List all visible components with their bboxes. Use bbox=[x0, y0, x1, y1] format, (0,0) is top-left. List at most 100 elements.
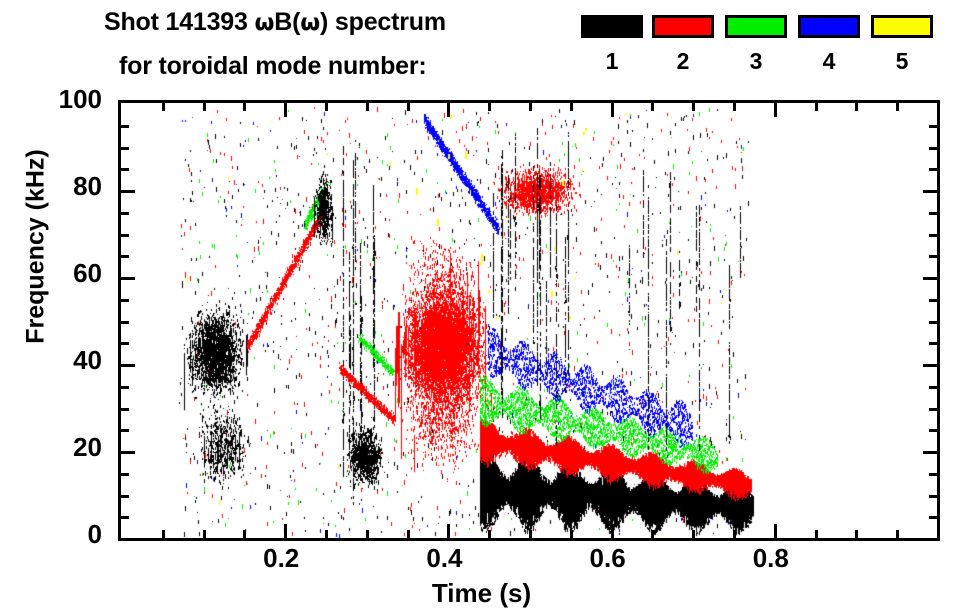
y-tick-left bbox=[121, 516, 129, 519]
legend-item-3: 3 bbox=[725, 15, 787, 73]
y-tick-left bbox=[121, 234, 129, 237]
y-tick-right bbox=[929, 125, 937, 128]
y-tick-right bbox=[923, 277, 937, 280]
legend-label-mode-4: 4 bbox=[822, 48, 836, 74]
legend-item-1: 1 bbox=[581, 15, 643, 73]
y-tick-right bbox=[923, 364, 937, 367]
x-tick-top bbox=[815, 103, 818, 111]
figure-title-line-2: for toroidal mode number: bbox=[119, 52, 427, 80]
y-tick-label: 0 bbox=[87, 519, 102, 549]
x-tick-bottom bbox=[447, 524, 450, 538]
x-tick-bottom bbox=[611, 524, 614, 538]
legend-label-mode-1: 1 bbox=[605, 48, 619, 74]
x-tick-bottom bbox=[896, 530, 899, 538]
x-tick-top bbox=[692, 103, 695, 111]
y-tick-right bbox=[923, 451, 937, 454]
y-tick-left bbox=[121, 125, 129, 128]
x-tick-top bbox=[325, 103, 328, 111]
y-tick-label: 80 bbox=[73, 171, 102, 201]
x-tick-top bbox=[243, 103, 246, 111]
x-tick-top bbox=[774, 103, 777, 117]
y-tick-left bbox=[121, 190, 135, 193]
x-axis-title: Time (s) bbox=[431, 578, 532, 608]
y-axis-title: Frequency (kHz) bbox=[21, 149, 50, 344]
legend-label-mode-5: 5 bbox=[895, 48, 909, 74]
legend-item-5: 5 bbox=[871, 15, 933, 73]
y-tick-left bbox=[121, 429, 129, 432]
y-tick-left bbox=[121, 147, 129, 150]
y-tick-label: 40 bbox=[73, 345, 102, 375]
y-tick-left bbox=[121, 321, 129, 324]
figure-title-line-1: Shot 141393 ωB(ω) spectrum bbox=[104, 8, 446, 37]
x-tick-bottom bbox=[488, 530, 491, 538]
x-tick-bottom bbox=[203, 530, 206, 538]
y-tick-label: 60 bbox=[73, 258, 102, 288]
y-tick-left bbox=[121, 495, 129, 498]
y-tick-right bbox=[929, 386, 937, 389]
title-shot-text: Shot 141393 bbox=[104, 8, 255, 36]
x-tick-bottom bbox=[325, 530, 328, 538]
x-tick-top bbox=[284, 103, 287, 117]
x-tick-top bbox=[162, 103, 165, 111]
y-tick-right bbox=[929, 473, 937, 476]
y-tick-left bbox=[121, 451, 135, 454]
x-tick-top bbox=[570, 103, 573, 111]
legend: 1 2 3 4 5 bbox=[581, 15, 933, 85]
y-tick-left bbox=[121, 342, 129, 345]
x-tick-bottom bbox=[774, 524, 777, 538]
x-tick-top bbox=[447, 103, 450, 117]
x-tick-bottom bbox=[407, 530, 410, 538]
y-tick-left bbox=[121, 212, 129, 215]
x-tick-bottom bbox=[651, 530, 654, 538]
x-tick-bottom bbox=[162, 530, 165, 538]
y-tick-right bbox=[929, 212, 937, 215]
legend-swatch-mode-1 bbox=[581, 15, 643, 38]
legend-swatch-mode-2 bbox=[652, 15, 714, 38]
legend-swatch-mode-3 bbox=[725, 15, 787, 38]
y-tick-left bbox=[121, 386, 129, 389]
y-tick-left bbox=[121, 408, 129, 411]
y-tick-label: 100 bbox=[58, 84, 102, 114]
y-tick-left bbox=[121, 277, 135, 280]
x-tick-bottom bbox=[366, 530, 369, 538]
y-tick-right bbox=[929, 147, 937, 150]
x-tick-bottom bbox=[692, 530, 695, 538]
x-tick-top bbox=[529, 103, 532, 111]
legend-item-2: 2 bbox=[652, 15, 714, 73]
legend-swatch-mode-5 bbox=[871, 15, 933, 38]
y-tick-right bbox=[929, 234, 937, 237]
spectrogram-canvas bbox=[121, 103, 937, 538]
legend-label-mode-2: 2 bbox=[676, 48, 690, 74]
x-tick-label: 0.6 bbox=[589, 543, 626, 573]
omega-symbol-1: ω bbox=[254, 10, 275, 36]
x-tick-top bbox=[855, 103, 858, 111]
y-tick-label: 20 bbox=[73, 432, 102, 462]
x-tick-label: 0.4 bbox=[426, 543, 463, 573]
y-tick-right bbox=[929, 342, 937, 345]
x-tick-top bbox=[896, 103, 899, 111]
x-tick-bottom bbox=[284, 524, 287, 538]
legend-swatch-mode-4 bbox=[798, 15, 860, 38]
y-tick-right bbox=[923, 190, 937, 193]
y-tick-left bbox=[121, 299, 129, 302]
x-tick-bottom bbox=[815, 530, 818, 538]
y-tick-right bbox=[929, 321, 937, 324]
x-tick-top bbox=[203, 103, 206, 111]
x-tick-bottom bbox=[855, 530, 858, 538]
title-spectrum-text: ) spectrum bbox=[320, 8, 446, 36]
x-tick-label: 0.2 bbox=[263, 543, 300, 573]
omega-symbol-2: ω bbox=[300, 10, 321, 36]
x-tick-bottom bbox=[570, 530, 573, 538]
y-tick-left bbox=[121, 168, 129, 171]
x-tick-bottom bbox=[733, 530, 736, 538]
y-tick-right bbox=[929, 429, 937, 432]
y-tick-right bbox=[929, 255, 937, 258]
y-tick-right bbox=[929, 408, 937, 411]
y-tick-left bbox=[121, 255, 129, 258]
y-tick-left bbox=[121, 473, 129, 476]
y-tick-left bbox=[121, 364, 135, 367]
x-tick-top bbox=[611, 103, 614, 117]
title-b-text: B( bbox=[274, 8, 301, 36]
legend-item-4: 4 bbox=[798, 15, 860, 73]
